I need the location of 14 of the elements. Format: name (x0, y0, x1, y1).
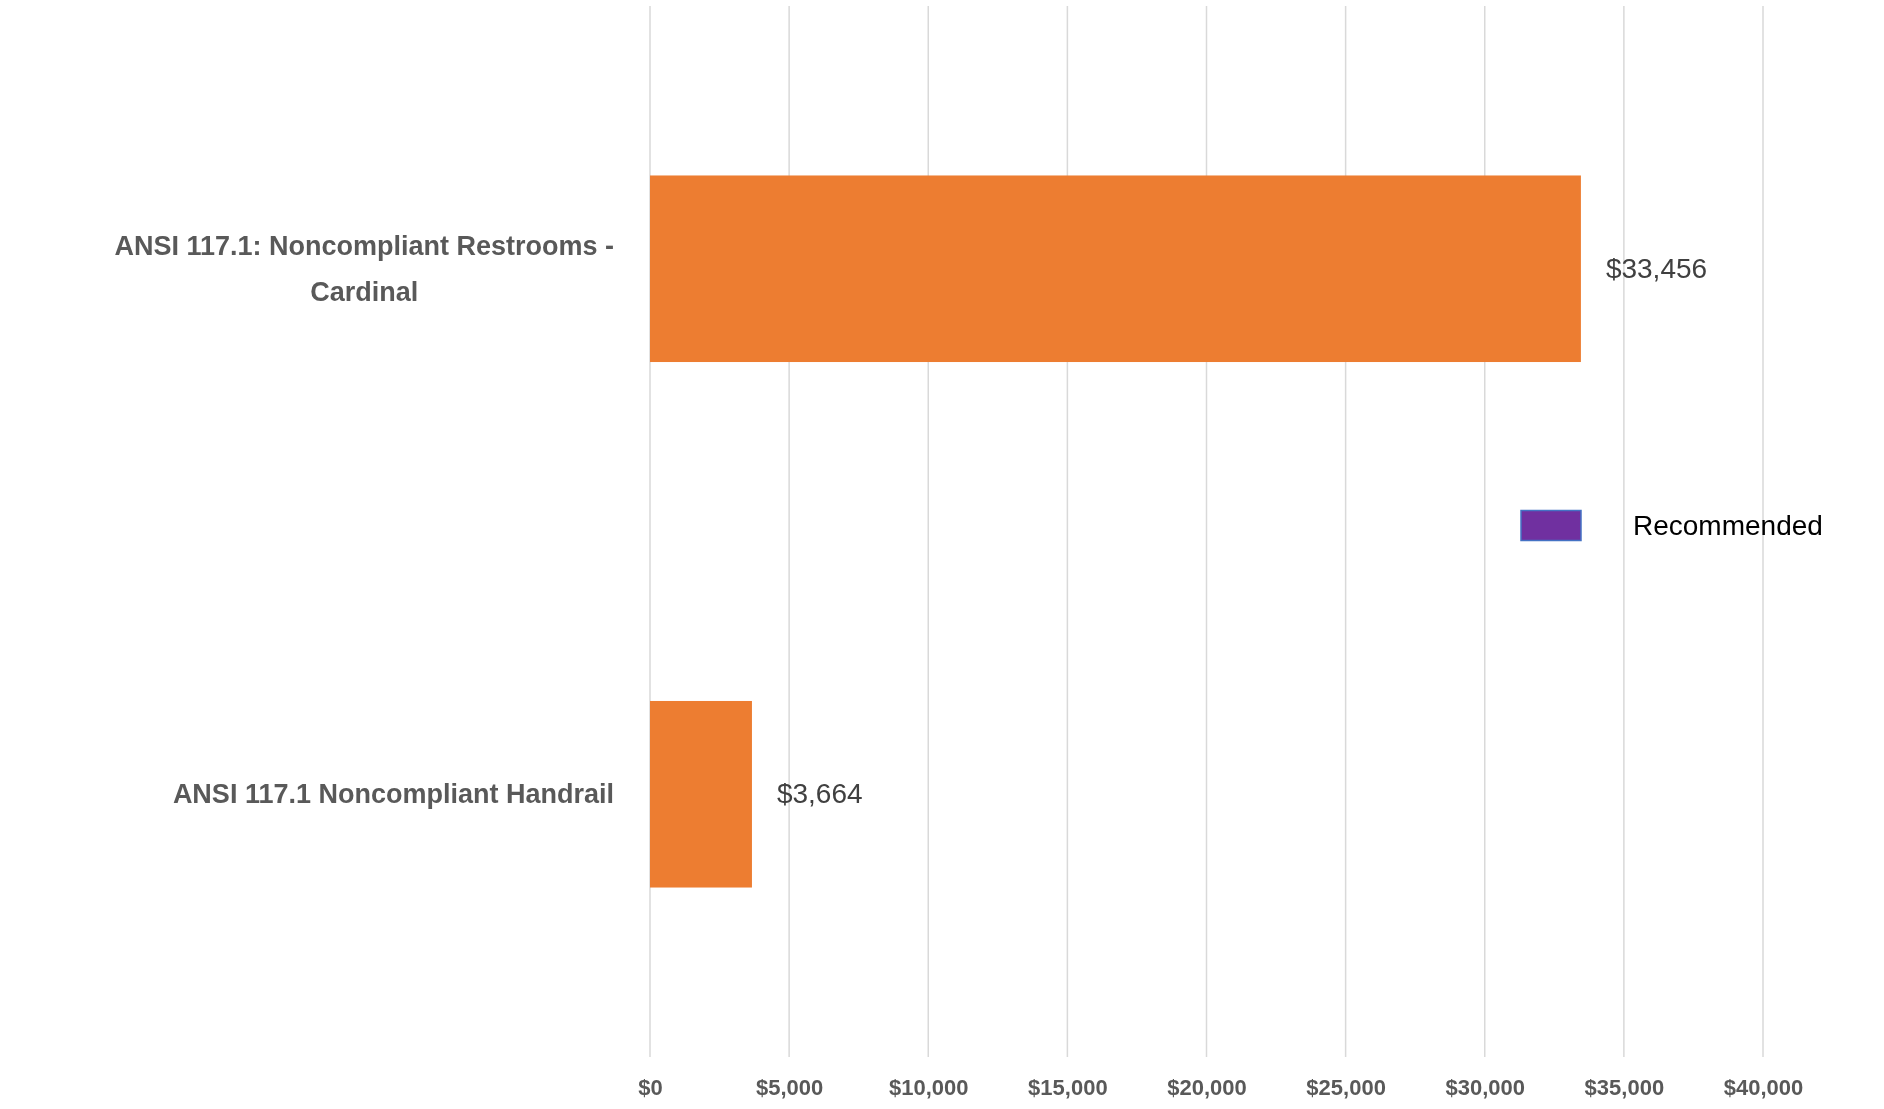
data-label: $3,664 (776, 778, 863, 810)
data-label: $33,456 (1605, 252, 1708, 284)
y-tick-label: ANSI 117.1: Noncompliant Restrooms - Cardinal (114, 230, 614, 307)
y-tick-label: ANSI 117.1 Noncompliant Handrail (172, 779, 614, 810)
x-tick-label: $5,000 (755, 1074, 824, 1100)
x-tick-label: $30,000 (1445, 1074, 1526, 1100)
x-tick-label: $15,000 (1028, 1074, 1108, 1100)
x-tick-label: $25,000 (1306, 1074, 1386, 1100)
legend-label: Recommended (1633, 509, 1823, 541)
x-tick-label: $10,000 (888, 1074, 969, 1100)
x-tick-label: $35,000 (1584, 1074, 1665, 1100)
x-tick-label: $20,000 (1167, 1074, 1247, 1100)
x-tick-label: $0 (638, 1074, 663, 1100)
x-tick-label: $40,000 (1723, 1074, 1804, 1100)
